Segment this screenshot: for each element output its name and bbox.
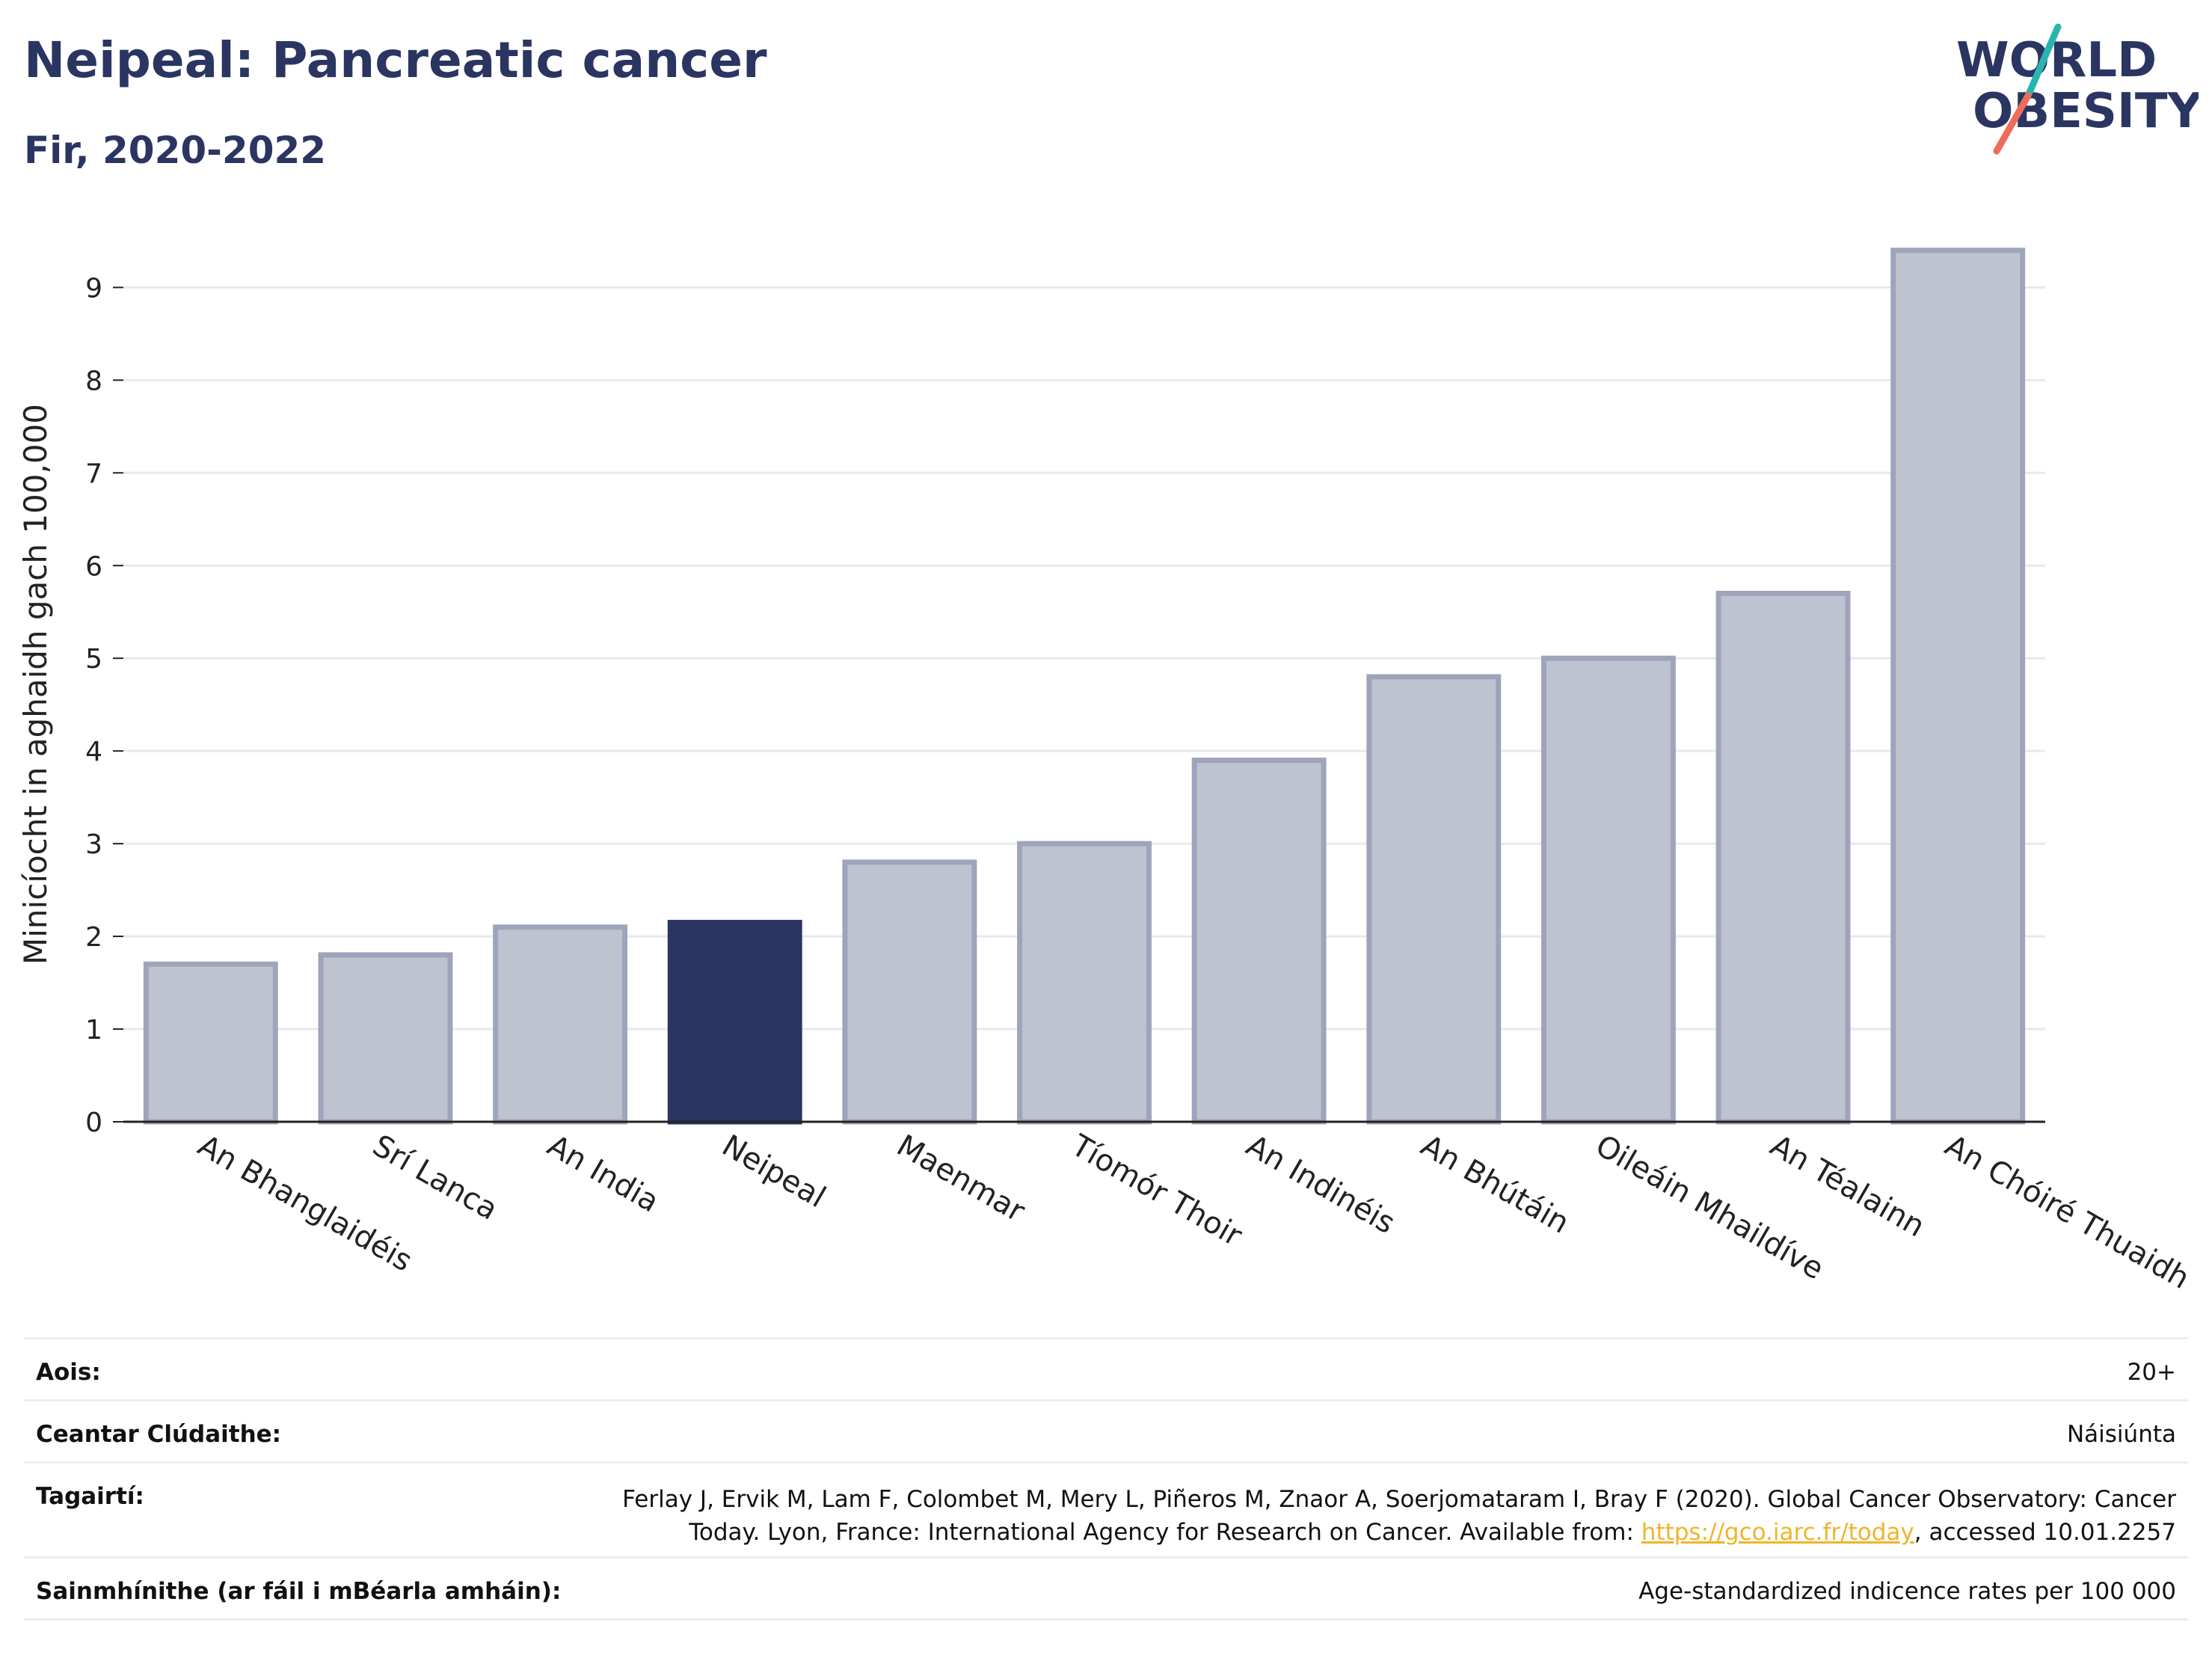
logo-text-world: WORLD <box>1956 33 2157 88</box>
info-row-references: Tagairtí: Ferlay J, Ervik M, Lam F, Colo… <box>24 1461 2188 1556</box>
bar-10 <box>1715 590 1851 1125</box>
y-tick-label-5: 5 <box>85 644 102 675</box>
y-axis-label: Minicíocht in aghaidh gach 100,000 <box>17 404 54 965</box>
x-tick-label-10: An Téalainn <box>1765 1129 1931 1244</box>
bar-9 <box>1540 655 1676 1125</box>
x-tick-label-2: Srí Lanca <box>366 1129 503 1227</box>
x-tick-label-3: An India <box>541 1129 665 1220</box>
info-table: Aois: 20+ Ceantar Clúdaithe: Náisiúnta T… <box>24 1337 2188 1621</box>
references-link[interactable]: https://gco.iarc.fr/today <box>1641 1519 1914 1546</box>
y-tick-label-0: 0 <box>85 1108 102 1138</box>
bar-5 <box>842 859 977 1125</box>
x-tick-label-11: An Chóiré Thuaidh <box>1939 1129 2195 1296</box>
references-line-2: Today. Lyon, France: International Agenc… <box>622 1516 2176 1549</box>
references-value: Ferlay J, Ervik M, Lam F, Colombet M, Me… <box>622 1483 2176 1549</box>
x-tick-label-8: An Bhútáin <box>1415 1129 1575 1241</box>
references-line-2-suffix: , accessed 10.01.2257 <box>1914 1519 2176 1546</box>
y-tick-label-7: 7 <box>85 458 102 489</box>
y-tick-label-1: 1 <box>85 1015 102 1045</box>
references-label: Tagairtí: <box>36 1483 144 1510</box>
references-line-2-text: Today. Lyon, France: International Agenc… <box>689 1519 1641 1546</box>
definitions-label: Sainmhínithe (ar fáil i mBéarla amháin): <box>36 1578 562 1605</box>
bars <box>143 248 2026 1125</box>
x-tick-label-7: An Indinéis <box>1241 1129 1401 1241</box>
y-tick-label-3: 3 <box>85 829 102 860</box>
age-label: Aois: <box>36 1359 101 1386</box>
age-value: 20+ <box>2127 1359 2176 1386</box>
definitions-value: Age-standardized indicence rates per 100… <box>1638 1578 2176 1605</box>
info-row-age: Aois: 20+ <box>24 1337 2188 1399</box>
info-row-coverage: Ceantar Clúdaithe: Náisiúnta <box>24 1399 2188 1461</box>
bar-1 <box>143 961 278 1125</box>
chart-title: Neipeal: Pancreatic cancer <box>24 31 767 89</box>
world-obesity-logo: WORLD OBESITY <box>1956 23 2199 155</box>
logo-slash-bottom <box>1993 92 2032 155</box>
bar-3 <box>493 924 628 1125</box>
coverage-value: Náisiúnta <box>2066 1421 2176 1448</box>
coverage-label: Ceantar Clúdaithe: <box>36 1421 282 1448</box>
bar-4 <box>667 919 802 1125</box>
x-tick-label-4: Neipeal <box>716 1129 832 1215</box>
y-tick-label-9: 9 <box>85 273 102 304</box>
logo-slash-top <box>2024 23 2062 99</box>
y-tick-label-8: 8 <box>85 366 102 396</box>
x-tick-label-5: Maenmar <box>891 1129 1030 1229</box>
bar-8 <box>1366 674 1502 1125</box>
bar-7 <box>1191 758 1327 1125</box>
x-tick-label-6: Tíomór Thoir <box>1065 1128 1248 1253</box>
bar-11 <box>1890 248 2026 1125</box>
bar-2 <box>318 952 453 1125</box>
bar-6 <box>1017 841 1152 1125</box>
chart-subtitle: Fir, 2020-2022 <box>24 129 327 172</box>
y-tick-label-4: 4 <box>85 737 102 767</box>
references-line-1: Ferlay J, Ervik M, Lam F, Colombet M, Me… <box>622 1486 2176 1513</box>
y-tick-label-6: 6 <box>85 551 102 582</box>
y-tick-label-2: 2 <box>85 922 102 953</box>
info-row-definitions: Sainmhínithe (ar fáil i mBéarla amháin):… <box>24 1556 2188 1621</box>
